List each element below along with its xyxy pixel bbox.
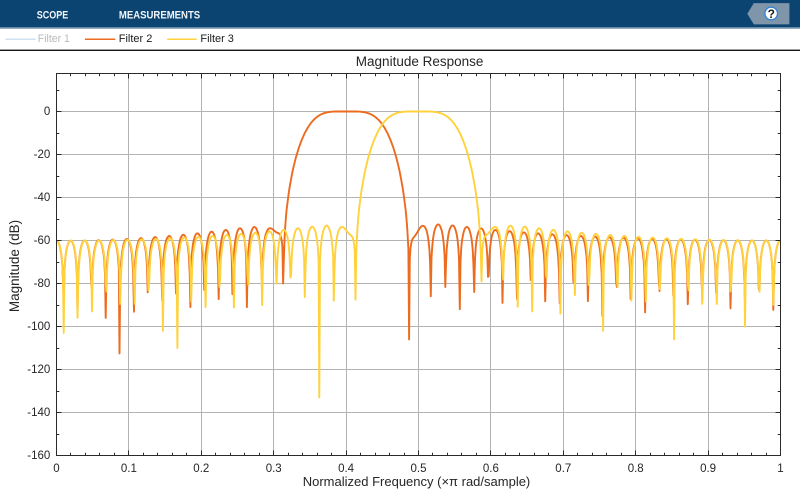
svg-text:-60: -60: [34, 235, 51, 247]
svg-text:0.9: 0.9: [700, 463, 716, 475]
svg-text:-160: -160: [27, 450, 50, 462]
svg-text:SCOPE: SCOPE: [37, 9, 69, 21]
svg-text:0: 0: [44, 106, 50, 118]
svg-text:Magnitude (dB): Magnitude (dB): [7, 220, 22, 312]
svg-text:-20: -20: [34, 149, 51, 161]
svg-text:-120: -120: [27, 364, 50, 376]
svg-text:1: 1: [777, 463, 783, 475]
svg-text:0.1: 0.1: [121, 463, 137, 475]
svg-text:-80: -80: [34, 278, 51, 290]
svg-text:-140: -140: [27, 407, 50, 419]
svg-text:Filter 3: Filter 3: [200, 33, 234, 45]
svg-text:Normalized Frequency (×π rad/s: Normalized Frequency (×π rad/sample): [303, 474, 531, 489]
svg-text:-100: -100: [27, 321, 50, 333]
svg-text:Filter 1: Filter 1: [38, 33, 70, 45]
svg-text:-40: -40: [34, 192, 51, 204]
svg-text:0.7: 0.7: [555, 463, 571, 475]
svg-text:Magnitude Response: Magnitude Response: [356, 54, 484, 69]
svg-text:?: ?: [768, 7, 775, 21]
svg-text:Filter 2: Filter 2: [119, 33, 153, 45]
svg-text:0: 0: [53, 463, 59, 475]
svg-text:0.4: 0.4: [338, 463, 355, 475]
svg-text:0.6: 0.6: [483, 463, 499, 475]
svg-text:0.5: 0.5: [411, 463, 427, 475]
svg-text:0.3: 0.3: [266, 463, 282, 475]
svg-text:0.8: 0.8: [628, 463, 644, 475]
svg-text:MEASUREMENTS: MEASUREMENTS: [119, 9, 200, 21]
svg-text:0.2: 0.2: [193, 463, 209, 475]
